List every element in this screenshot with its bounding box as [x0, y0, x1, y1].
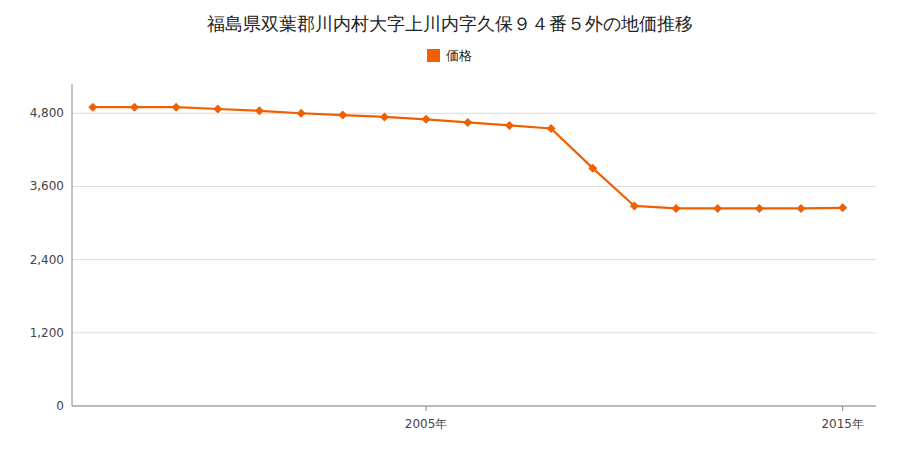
chart-container: 福島県双葉郡川内村大字上川内字久保９４番５外の地価推移 0 1,200 2,400 3,…: [0, 0, 900, 450]
line: [93, 107, 843, 208]
marker: [422, 115, 431, 124]
legend-swatch: [427, 49, 440, 62]
marker: [505, 121, 514, 130]
marker: [213, 105, 222, 114]
grid-line: [72, 186, 876, 187]
x-axis: 2005年 2015年: [405, 406, 864, 431]
marker: [463, 118, 472, 127]
marker: [672, 204, 681, 213]
grid-line: [72, 332, 876, 333]
x-tick: [426, 406, 427, 411]
background: [0, 0, 900, 450]
x-tick: [842, 406, 843, 411]
marker: [130, 103, 139, 112]
marker: [380, 112, 389, 121]
marker: [588, 164, 597, 173]
marker: [172, 103, 181, 112]
marker: [713, 204, 722, 213]
legend-label: 価格: [446, 48, 472, 63]
marker: [338, 111, 347, 120]
y-tick-label: 2,400: [30, 253, 64, 267]
y-tick-label: 3,600: [30, 179, 64, 193]
marker: [838, 203, 847, 212]
marker: [755, 204, 764, 213]
grid-line: [72, 406, 876, 407]
x-tick-label: 2015年: [821, 417, 864, 431]
legend: 価格: [427, 48, 472, 63]
grid-line: [72, 113, 876, 114]
chart: 福島県双葉郡川内村大字上川内字久保９４番５外の地価推移 0 1,200 2,400 3,…: [0, 0, 900, 450]
grid-line: [72, 259, 876, 260]
y-tick-label: 0: [56, 399, 64, 413]
y-tick-label: 4,800: [30, 106, 64, 120]
marker: [797, 204, 806, 213]
marker: [297, 109, 306, 118]
y-tick-label: 1,200: [30, 326, 64, 340]
plot-area: [88, 103, 847, 213]
marker: [630, 201, 639, 210]
y-axis: 0 1,200 2,400 3,600 4,800: [30, 106, 876, 413]
x-tick-label: 2005年: [405, 417, 448, 431]
title: 福島県双葉郡川内村大字上川内字久保９４番５外の地価推移: [207, 13, 693, 34]
marker: [255, 106, 264, 115]
x-axis-line: [72, 406, 876, 407]
y-axis-line: [72, 84, 73, 406]
marker: [547, 124, 556, 133]
marker: [88, 103, 97, 112]
